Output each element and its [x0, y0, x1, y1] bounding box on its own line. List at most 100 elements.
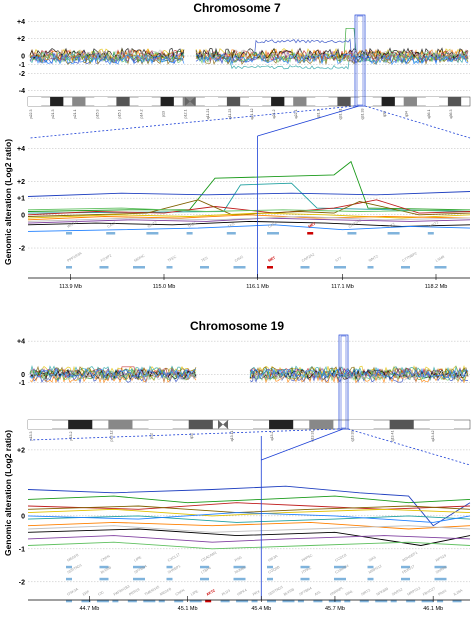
gene-box	[334, 565, 346, 569]
cytoband-label: p15.1	[117, 109, 121, 118]
y-tick-label: -1	[19, 546, 25, 553]
y-tick-label: 0	[21, 513, 25, 520]
gene-box	[166, 577, 173, 581]
series-line	[27, 191, 471, 197]
gene-label: CAV1	[268, 221, 278, 229]
gene-label: NFKBIB	[376, 586, 390, 596]
chr7-title: Chromosome 7	[193, 1, 281, 15]
gene-box	[313, 599, 323, 603]
chr7-zoom-panel: +4 +2 +1 0 -2 WNT16 CAV2 WNT2 TFEC TES CAV1 MET CAPZ…	[17, 136, 471, 290]
gene-label: PLD3	[221, 589, 231, 597]
gene-label: HIF3A	[268, 554, 279, 563]
data-trace	[29, 53, 469, 66]
gene-label: AXL	[314, 590, 322, 597]
cytoband-label: q13.2	[270, 432, 274, 441]
x-tick-label: 115.0 Mb	[153, 284, 176, 290]
cytoband-label: q13.31	[310, 431, 314, 442]
cytoband-label: q36.1	[427, 110, 431, 119]
data-trace	[29, 48, 469, 62]
ideogram-band	[148, 420, 173, 429]
series-line	[27, 224, 471, 232]
gene-box	[220, 599, 230, 603]
gene-box	[401, 577, 410, 581]
chr7-zoom-ylabel: Genomic alteration (Log2 ratio)	[3, 139, 13, 265]
gene-box	[307, 232, 314, 235]
zoom-connector-right	[347, 428, 471, 466]
gene-label: CXCL17	[167, 552, 181, 562]
gene-label: WNT2	[428, 220, 439, 229]
centromere	[218, 420, 228, 429]
series-line	[27, 528, 471, 546]
gene-label: PSG	[234, 555, 243, 562]
y-tick-label: -2	[19, 71, 25, 78]
gene-box	[236, 599, 249, 603]
gene-box	[99, 565, 109, 569]
gene-box	[367, 266, 374, 269]
gene-label: ITPKC	[301, 566, 313, 575]
zoom-connector-left	[29, 428, 340, 441]
gene-label: TES	[227, 222, 236, 229]
gene-label: CEACAM1	[201, 551, 218, 563]
cytoband-label: p13	[162, 111, 166, 117]
series-line	[27, 199, 471, 217]
gene-box	[267, 577, 273, 581]
gene-label: SPTBN4	[134, 564, 148, 574]
gene-label: SARS2	[391, 587, 403, 596]
ideogram-band	[108, 420, 133, 429]
gene-label: TMEM145	[144, 585, 160, 597]
gene-box	[297, 599, 304, 603]
ideogram-band	[28, 420, 53, 429]
y-tick-label: +1	[17, 196, 25, 203]
cytoband-label: q13.33	[350, 431, 354, 442]
gene-box	[251, 599, 258, 603]
gene-box	[146, 232, 159, 235]
gene-label: C19orf54	[335, 564, 350, 575]
cytoband-label: q21.12	[250, 109, 254, 120]
gene-label: PAK4	[438, 589, 448, 597]
y-tick-label: -4	[19, 88, 25, 95]
gene-label: CIC	[97, 590, 105, 597]
series-line	[27, 502, 471, 510]
data-trace	[29, 369, 469, 382]
gene-label: TFEC	[187, 221, 197, 229]
gene-label: CAPZA2	[348, 218, 362, 228]
cytoband-label: q31.33	[361, 109, 365, 120]
gene-label: WNT16	[67, 219, 80, 229]
gene-box	[143, 599, 156, 603]
gene-box	[127, 599, 137, 603]
gene-label: HIPK4	[237, 588, 248, 597]
gene-label: PPP1R3A	[67, 251, 84, 263]
gene-box	[390, 599, 397, 603]
gene-box	[434, 266, 447, 269]
chr7-overview-panel: +4 +2 0-1 -2 -4 p22.3 p21.3 p21.1 p15.3 p15.1 p14.…	[17, 14, 471, 120]
gene-label: LSM8	[435, 255, 445, 263]
gene-box	[367, 565, 374, 569]
cytoband-label: p22.3	[29, 110, 33, 119]
gene-box	[359, 599, 369, 603]
gene-label: FBXO17	[402, 564, 416, 574]
gene-box	[300, 266, 310, 269]
ideogram-band	[403, 97, 417, 106]
series-line	[27, 505, 471, 514]
gene-label: MDFIC	[134, 254, 146, 263]
gene-label: SIX5	[368, 555, 377, 562]
gene-label: BLVRB	[100, 565, 112, 575]
zoom-link-line	[261, 428, 344, 461]
y-tick-label: +2	[17, 36, 25, 43]
gene-label: RINL	[345, 589, 354, 597]
gene-label: CAPZA2	[301, 252, 315, 262]
gene-label: CAV2	[234, 255, 244, 263]
y-tick-label: +4	[17, 339, 25, 346]
gene-box	[189, 599, 202, 603]
ideogram-band	[138, 97, 152, 106]
series-line	[27, 508, 471, 517]
gene-box	[300, 577, 310, 581]
cytoband-label: p12	[150, 433, 154, 439]
gene-box	[267, 565, 273, 569]
gene-box	[133, 266, 145, 269]
series-line	[27, 512, 471, 523]
zoom-connectors	[29, 105, 471, 466]
series-line	[27, 515, 471, 523]
gene-box	[282, 599, 295, 603]
gene-label: MEGF8	[159, 587, 172, 597]
